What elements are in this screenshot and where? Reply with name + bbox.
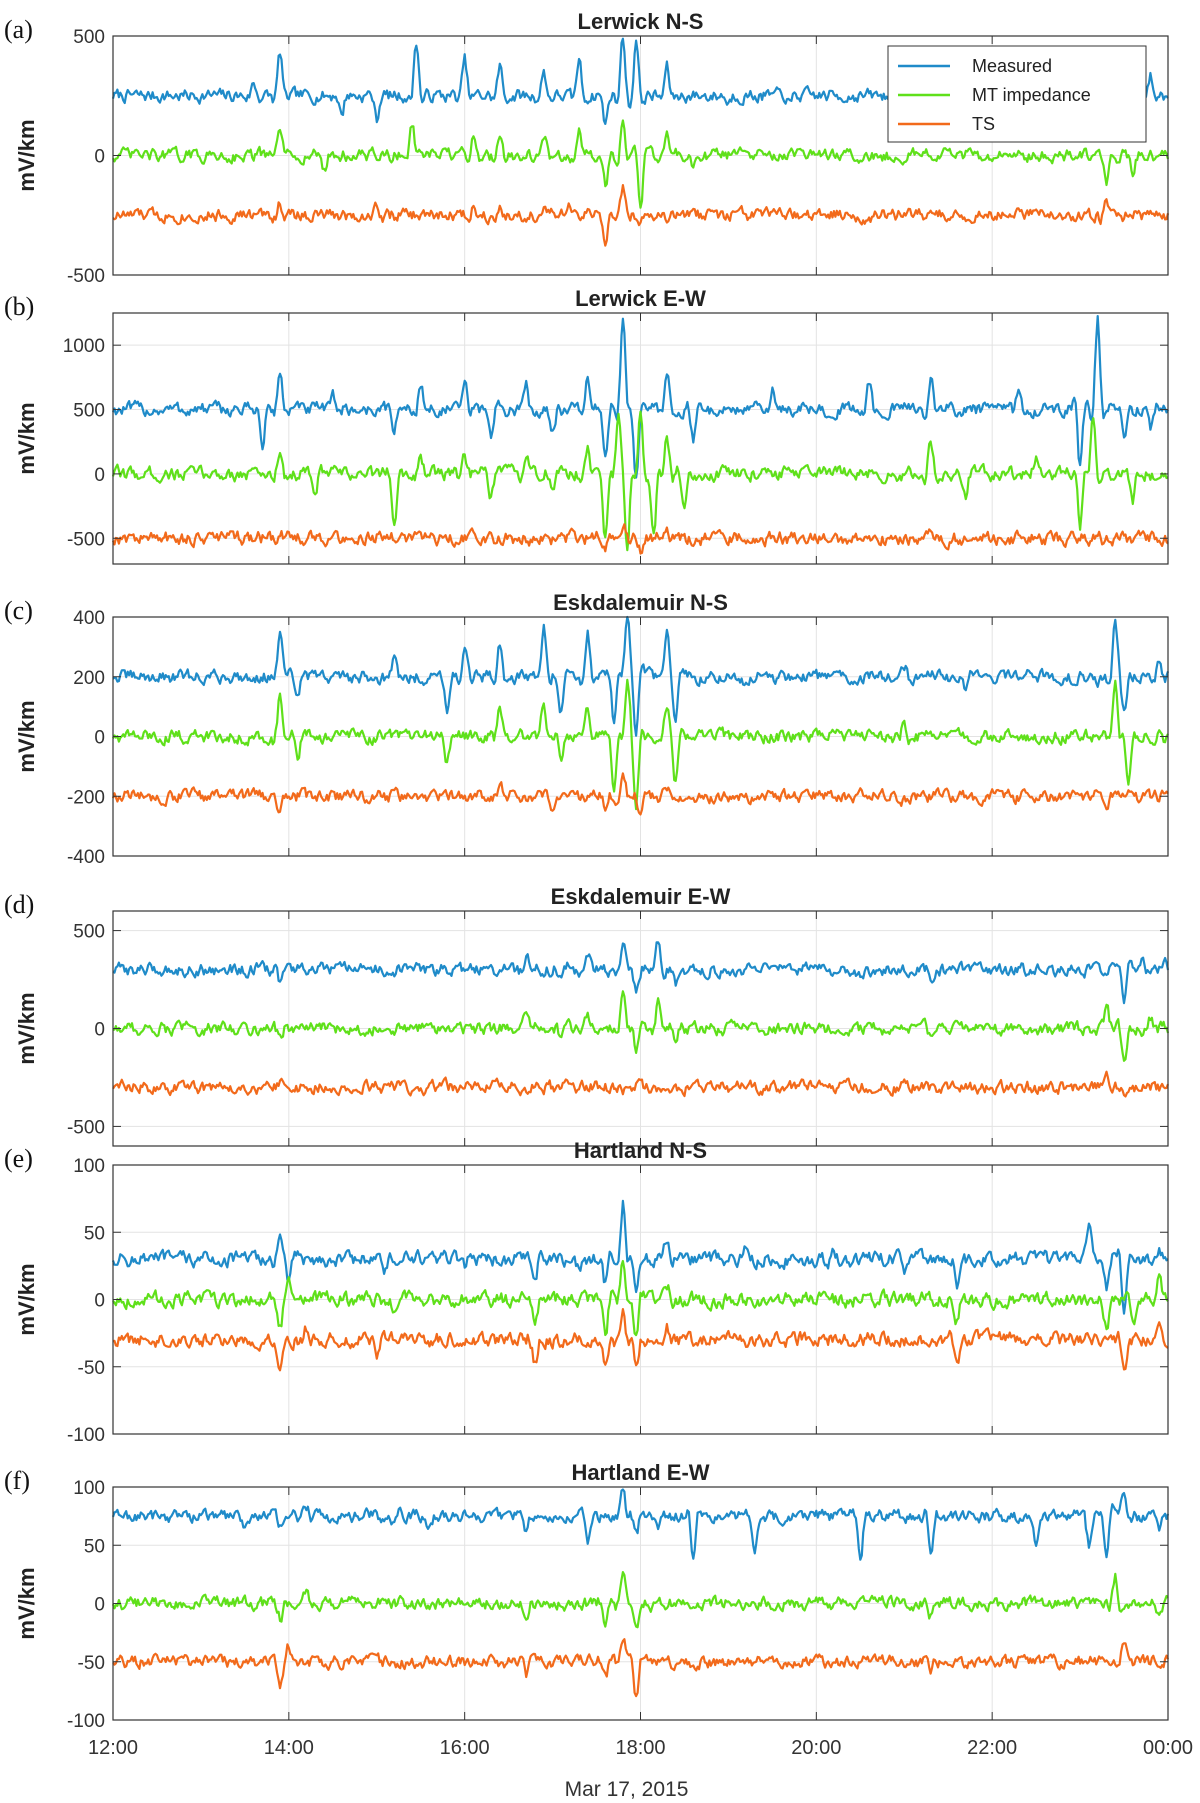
series-line-ts [111,523,1169,555]
series-line-ts [111,772,1169,816]
y-axis-label: mV/km [14,1263,39,1335]
panel-title: Eskdalemuir E-W [551,884,731,909]
y-tick-label: -200 [67,787,105,808]
panel-3: -500 0 500 Eskdalemuir E-W (d) mV/km [4,884,1170,1147]
panel-title: Lerwick N-S [578,9,704,34]
series-line-measured [111,1488,1170,1561]
legend: Measured MT impedance TS [887,45,1147,143]
x-tick-label: 18:00 [615,1737,665,1759]
y-tick-label: -50 [78,1358,105,1379]
series-line-mt-impedance [112,990,1170,1062]
y-tick-label: 100 [73,1156,105,1177]
panel-letter: (e) [4,1144,33,1173]
y-axis-label: mV/km [14,992,39,1064]
series-line-ts [112,1307,1169,1372]
y-tick-label: 500 [73,27,105,48]
y-tick-label: 0 [94,1595,105,1616]
x-tick-label: 20:00 [791,1737,841,1759]
series-line-ts [112,184,1170,247]
panel-letter: (a) [4,15,33,44]
y-tick-label: -400 [67,847,105,868]
x-tick-label: 12:00 [88,1737,138,1759]
x-axis-label: Mar 17, 2015 [565,1778,689,1801]
series-line-mt-impedance [111,1570,1169,1629]
series-line-mt-impedance [112,1259,1169,1337]
series-line-mt-impedance [112,119,1170,209]
legend-entry: MT impedance [972,85,1091,105]
y-tick-label: -50 [78,1653,105,1674]
y-tick-label: -500 [67,529,105,550]
panel-title: Eskdalemuir N-S [553,590,728,615]
panel-title: Lerwick E-W [575,286,706,311]
series-line-measured [112,615,1170,737]
y-tick-label: 500 [73,922,105,943]
y-tick-label: 0 [94,1020,105,1041]
y-tick-label: 50 [84,1536,105,1557]
x-tick-label: 22:00 [967,1737,1017,1759]
panel-letter: (b) [4,292,34,321]
panel-letter: (c) [4,596,33,625]
series-line-mt-impedance [112,678,1169,811]
series-line-ts [112,1070,1170,1098]
y-tick-label: 0 [94,1291,105,1312]
y-axis-label: mV/km [14,1567,39,1639]
y-tick-label: -100 [67,1711,105,1732]
panel-letter: (d) [4,890,34,919]
y-tick-label: -500 [67,266,105,287]
y-tick-label: 0 [94,465,105,486]
panel-title: Hartland E-W [571,1460,709,1485]
y-tick-label: 200 [73,668,105,689]
panel-4: -100 -50 0 50 100 Hartland N-S (e) mV/km [4,1138,1169,1446]
legend-entry: Measured [972,56,1052,76]
x-tick-label: 16:00 [440,1737,490,1759]
y-tick-label: 400 [73,608,105,629]
panel-letter: (f) [4,1466,30,1495]
series-line-ts [112,1638,1170,1698]
y-tick-label: 500 [73,401,105,422]
y-tick-label: 0 [94,728,105,749]
x-tick-label: 00:00 [1143,1737,1193,1759]
y-tick-label: -500 [67,1117,105,1138]
x-tick-label: 14:00 [264,1737,314,1759]
panel-0: -500 0 500 Lerwick N-S (a) mV/km [4,9,1170,287]
y-tick-label: 0 [94,147,105,168]
y-axis-label: mV/km [14,119,39,191]
panel-5: -100 -50 0 50 100 Hartland E-W (f) mV/km [4,1460,1170,1732]
legend-entry: TS [972,114,995,134]
y-tick-label: 1000 [63,336,105,357]
y-tick-label: 50 [84,1223,105,1244]
panel-1: -500 0 500 1000 Lerwick E-W (b) mV/km [4,286,1169,565]
series-line-mt-impedance [111,410,1169,552]
series-line-measured [112,941,1170,1005]
y-axis-label: mV/km [14,700,39,772]
y-tick-label: -100 [67,1425,105,1446]
y-tick-label: 100 [73,1478,105,1499]
y-axis-label: mV/km [14,402,39,474]
panel-2: -400 -200 0 200 400 Eskdalemuir N-S (c) mV/km [4,590,1170,868]
panel-title: Hartland N-S [574,1138,707,1163]
